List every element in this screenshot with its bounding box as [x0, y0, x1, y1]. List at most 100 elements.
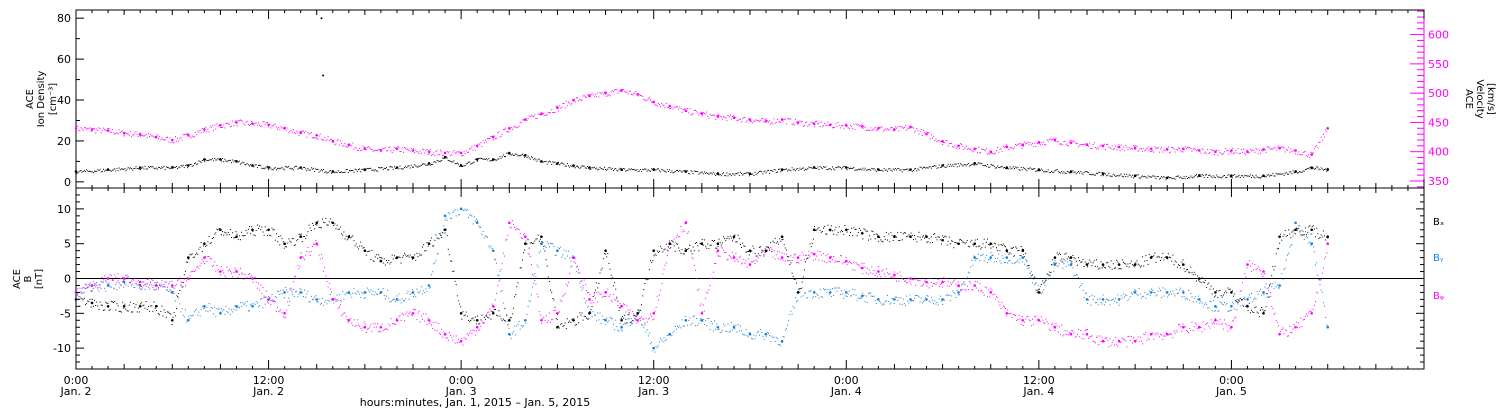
density-dot	[890, 169, 892, 171]
bx-point	[973, 242, 976, 245]
density-dot	[1151, 176, 1152, 178]
velocity-dot	[143, 135, 145, 137]
velocity-dot	[306, 136, 308, 138]
density-dot	[1073, 172, 1075, 174]
by-dot	[869, 292, 871, 294]
bz-dot	[651, 315, 653, 317]
velocity-dot	[420, 152, 422, 154]
bz-dot	[463, 337, 465, 338]
by-dot	[868, 293, 869, 295]
bz-dot	[856, 263, 858, 265]
by-dot	[1233, 303, 1234, 305]
density-dot	[215, 159, 217, 161]
velocity-dot	[884, 128, 886, 130]
velocity-dot	[777, 119, 778, 120]
bz-dot	[1078, 329, 1079, 331]
velocity-dot	[280, 126, 282, 128]
bz-dot	[894, 277, 896, 279]
bz-dot	[335, 299, 337, 301]
by-dot	[426, 290, 428, 292]
by-dot	[772, 337, 774, 339]
velocity-dot	[843, 128, 845, 130]
bx-dot	[129, 301, 131, 303]
bz-dot	[344, 312, 346, 314]
density-tick-label: 80	[57, 12, 71, 25]
bz-dot	[783, 253, 785, 255]
density-dot	[586, 167, 587, 169]
bz-dot	[992, 294, 994, 296]
bz-dot	[1054, 329, 1056, 331]
density-dot	[1311, 168, 1313, 170]
velocity-dot	[1162, 151, 1164, 153]
density-dot	[518, 155, 520, 157]
by-dot	[171, 286, 173, 288]
by-dot	[227, 312, 229, 314]
bz-dot	[1091, 335, 1093, 337]
density-dot	[1285, 172, 1287, 174]
by-dot	[1051, 271, 1053, 273]
by-dot	[491, 247, 493, 249]
by-dot	[1127, 300, 1129, 302]
bz-dot	[97, 288, 99, 290]
bz-dot	[1090, 335, 1092, 337]
density-dot	[593, 166, 595, 168]
density-dot	[835, 167, 837, 169]
bz-dot	[1316, 291, 1318, 293]
bz-dot	[316, 244, 318, 246]
bz-dot	[186, 280, 188, 282]
density-dot	[1036, 170, 1038, 172]
bz-dot	[598, 291, 600, 293]
bz-dot	[1309, 311, 1311, 312]
density-dot	[756, 173, 758, 175]
bx-point	[251, 228, 254, 232]
density-dot	[1012, 166, 1014, 168]
density-dot	[489, 160, 491, 162]
bz-dot	[1172, 337, 1174, 339]
velocity-dot	[135, 131, 137, 133]
velocity-dot	[617, 92, 619, 94]
bz-dot	[224, 275, 226, 277]
velocity-dot	[625, 91, 627, 93]
density-dot	[1094, 174, 1096, 176]
bx-dot	[162, 315, 164, 317]
bz-dot	[319, 258, 321, 260]
velocity-dot	[452, 151, 454, 153]
velocity-dot	[391, 152, 393, 153]
by-dot	[280, 289, 282, 291]
bz-dot	[1196, 323, 1197, 325]
density-dot	[843, 166, 845, 168]
density-dot	[642, 168, 644, 170]
density-dot	[837, 166, 839, 167]
velocity-dot	[1035, 145, 1037, 147]
velocity-dot	[250, 124, 252, 125]
velocity-dot	[83, 127, 85, 129]
bz-dot	[929, 278, 931, 280]
by-dot	[896, 296, 897, 298]
by-dot	[169, 289, 171, 291]
velocity-dot	[523, 119, 525, 121]
bz-dot	[158, 288, 159, 290]
density-dot	[125, 170, 127, 172]
bz-dot	[754, 263, 756, 265]
velocity-point	[732, 116, 736, 119]
by-dot	[313, 298, 314, 300]
by-dot	[490, 245, 492, 247]
bz-dot	[1011, 317, 1013, 319]
velocity-dot	[845, 123, 847, 125]
velocity-dot	[531, 114, 532, 116]
density-dot	[792, 169, 794, 171]
by-dot	[260, 298, 262, 300]
density-dot	[636, 169, 638, 170]
density-dot	[393, 166, 395, 168]
density-dot	[1273, 175, 1275, 177]
bz-dot	[621, 305, 623, 306]
density-dot	[721, 173, 723, 175]
velocity-dot	[929, 138, 931, 140]
by-dot	[106, 281, 108, 283]
density-dot	[508, 151, 510, 153]
density-dot	[400, 168, 402, 170]
by-dot	[1072, 267, 1074, 269]
by-dot	[1035, 289, 1037, 291]
velocity-dot	[1147, 146, 1149, 148]
bz-dot	[788, 260, 790, 262]
